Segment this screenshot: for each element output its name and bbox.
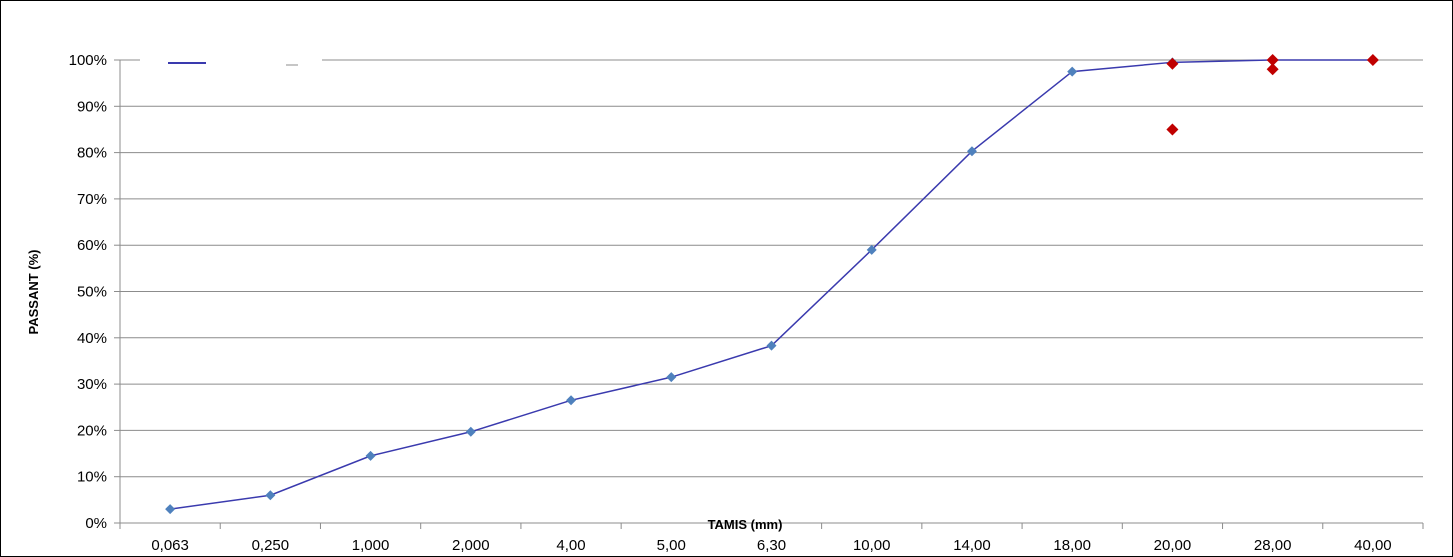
- x-tick-label: 0,250: [252, 537, 290, 554]
- x-tick-label: 4,00: [556, 537, 585, 554]
- x-tick-labels: 0,063 0,250 1,000 2,000 4,00 5,00 6,30 10,00 14,…: [151, 537, 1391, 554]
- spec-point: [1166, 57, 1179, 70]
- x-tick-label: 0,063: [151, 537, 189, 554]
- x-tick-label: 28,00: [1254, 537, 1292, 554]
- grading-curve-point: [766, 340, 777, 351]
- y-tick-label: 10%: [77, 469, 107, 486]
- x-tick-label: 1,000: [352, 537, 390, 554]
- x-tick-label: 40,00: [1354, 537, 1392, 554]
- y-tick-label: 60%: [77, 237, 107, 254]
- x-tick-label: 20,00: [1154, 537, 1192, 554]
- gridlines: [120, 59, 1423, 478]
- x-axis-title: TAMIS (mm): [708, 517, 783, 532]
- y-tick-label: 0%: [85, 515, 107, 532]
- grading-curve-point: [265, 490, 276, 501]
- legend-box: [140, 52, 322, 68]
- y-tick-label: 100%: [69, 52, 107, 69]
- y-tick-label: 80%: [77, 145, 107, 162]
- grading-curve-point: [165, 504, 176, 515]
- y-tick-label: 30%: [77, 376, 107, 393]
- grading-curve-point: [666, 372, 677, 383]
- x-tick-label: 2,000: [452, 537, 490, 554]
- grading-curve-point: [465, 426, 476, 437]
- spec-point: [1266, 63, 1279, 76]
- y-tick-label: 40%: [77, 330, 107, 347]
- spec-point: [1266, 54, 1279, 66]
- x-tick-label: 6,30: [757, 537, 786, 554]
- y-tick-label: 70%: [77, 191, 107, 208]
- grading-curve-point: [566, 395, 577, 406]
- spec-point: [1166, 123, 1179, 136]
- y-tick-label: 50%: [77, 284, 107, 301]
- x-tick-label: 14,00: [953, 537, 991, 554]
- spec-point: [1366, 54, 1379, 66]
- y-axis-title: PASSANT (%): [26, 250, 41, 335]
- grading-curve-point: [365, 450, 376, 461]
- x-tick-label: 10,00: [853, 537, 891, 554]
- axes: [114, 59, 1424, 529]
- legend: [140, 52, 322, 68]
- y-tick-label: 20%: [77, 422, 107, 439]
- y-tick-label: 90%: [77, 98, 107, 115]
- y-tick-labels: 0% 10% 20% 30% 40% 50% 60% 70% 80% 90% 100%: [69, 52, 107, 532]
- x-tick-label: 5,00: [657, 537, 686, 554]
- x-tick-label: 18,00: [1053, 537, 1091, 554]
- grading-curve-point: [866, 244, 877, 255]
- grading-curve-line: [170, 59, 1373, 510]
- grading-curve-point: [1067, 66, 1078, 77]
- series-layer: [165, 54, 1379, 515]
- grading-curve-point: [966, 146, 977, 157]
